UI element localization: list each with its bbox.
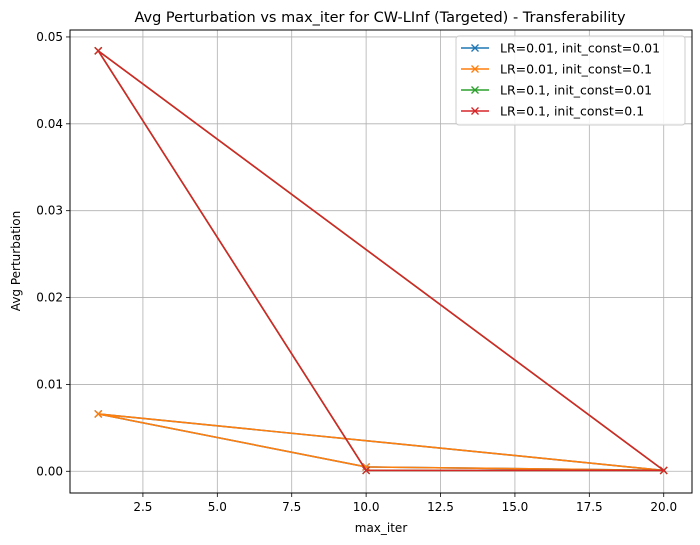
y-tick-label: 0.04 (36, 117, 63, 131)
y-tick-label: 0.01 (36, 377, 63, 391)
series-marker (471, 44, 479, 52)
series-marker (362, 466, 371, 475)
y-tick-label: 0.03 (36, 204, 63, 218)
series-marker (362, 462, 371, 471)
y-tick-label: 0.00 (36, 464, 63, 478)
legend-label: LR=0.01, init_const=0.1 (500, 62, 652, 77)
legend: LR=0.01, init_const=0.01 LR=0.01, init_co… (455, 35, 686, 126)
series-marker (471, 86, 479, 94)
series-line (98, 413, 664, 472)
marker-stroke (94, 409, 103, 418)
axis-ticks: 2.5 5.0 7.5 10.0 12.5 15.0 17.5 20.0 0.00 0.01 0.0… (36, 30, 677, 514)
series-marker (659, 466, 668, 475)
x-tick-label: 5.0 (208, 500, 227, 514)
marker-stroke (471, 65, 479, 73)
x-tick-label: 2.5 (133, 500, 152, 514)
x-tick-label: 15.0 (502, 500, 529, 514)
marker-stroke (362, 462, 371, 471)
legend-box (455, 35, 686, 126)
legend-label: LR=0.1, init_const=0.01 (500, 83, 652, 98)
legend-item: LR=0.1, init_const=0.1 (461, 104, 644, 119)
legend-items: LR=0.01, init_const=0.01 LR=0.01, init_co… (461, 41, 660, 119)
y-axis-label: Avg Perturbation (9, 211, 23, 311)
x-tick-label: 7.5 (282, 500, 301, 514)
x-tick-label: 12.5 (427, 500, 454, 514)
marker-stroke (471, 86, 479, 94)
legend-item: LR=0.1, init_const=0.01 (461, 83, 652, 98)
marker-stroke (471, 107, 479, 115)
y-tick-label: 0.02 (36, 291, 63, 305)
legend-item: LR=0.01, init_const=0.1 (461, 62, 652, 77)
legend-label: LR=0.1, init_const=0.1 (500, 104, 644, 119)
x-tick-label: 20.0 (650, 500, 677, 514)
series-marker (94, 46, 103, 55)
series-4 (94, 46, 668, 475)
marker-stroke (362, 466, 371, 475)
x-axis-label: max_iter (355, 521, 408, 535)
series-marker (471, 65, 479, 73)
marker-stroke (94, 46, 103, 55)
plot-frame (69, 29, 693, 494)
series-marker (94, 409, 103, 418)
y-tick-label: 0.05 (36, 30, 63, 44)
series-marker (471, 107, 479, 115)
x-tick-label: 10.0 (353, 500, 380, 514)
marker-stroke (659, 466, 668, 475)
legend-label: LR=0.01, init_const=0.01 (500, 41, 660, 56)
series-layer (94, 46, 668, 475)
x-tick-label: 17.5 (576, 500, 603, 514)
legend-item: LR=0.01, init_const=0.01 (461, 41, 660, 56)
series-line (97, 50, 667, 472)
chart-title: Avg Perturbation vs max_iter for CW-LInf… (134, 10, 626, 26)
marker-stroke (471, 44, 479, 52)
